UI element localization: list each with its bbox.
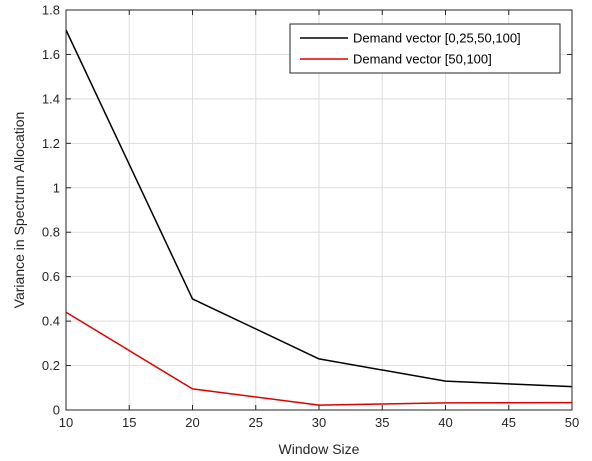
x-axis-ticks: 10 15 20 25 30 35 40 45 50 [59,10,579,430]
x-tick-label: 30 [312,415,326,430]
y-axis-label: Variance in Spectrum Allocation [11,112,27,309]
y-tick-label: 1.6 [42,47,60,62]
legend-box [289,23,561,74]
x-tick-label: 20 [185,415,199,430]
series-line-1 [65,29,573,388]
x-tick-label: 15 [122,415,136,430]
x-tick-label: 10 [59,415,73,430]
x-tick-label: 40 [438,415,452,430]
y-tick-label: 0.6 [42,269,60,284]
x-tick-label: 50 [565,415,579,430]
legend: Demand vector [0,25,50,100] Demand vecto… [289,23,561,74]
y-tick-label: 1.4 [42,91,60,106]
y-tick-label: 0.2 [42,358,60,373]
y-tick-label: 0.8 [42,225,60,240]
x-tick-label: 25 [249,415,263,430]
y-tick-label: 1 [53,180,60,195]
y-tick-label: 0.4 [42,314,60,329]
y-axis-ticks: 0 0.2 0.4 0.6 0.8 1 1.2 1.4 1.6 1.8 [42,3,572,418]
x-axis-label: Window Size [279,441,360,457]
legend-label-series-2: Demand vector [50,100] [353,52,492,67]
x-tick-label: 35 [375,415,389,430]
y-tick-label: 1.2 [42,136,60,151]
y-tick-label: 0 [53,403,60,418]
y-tick-label: 1.8 [42,3,60,18]
x-tick-label: 45 [502,415,516,430]
legend-label-series-1: Demand vector [0,25,50,100] [353,31,521,46]
